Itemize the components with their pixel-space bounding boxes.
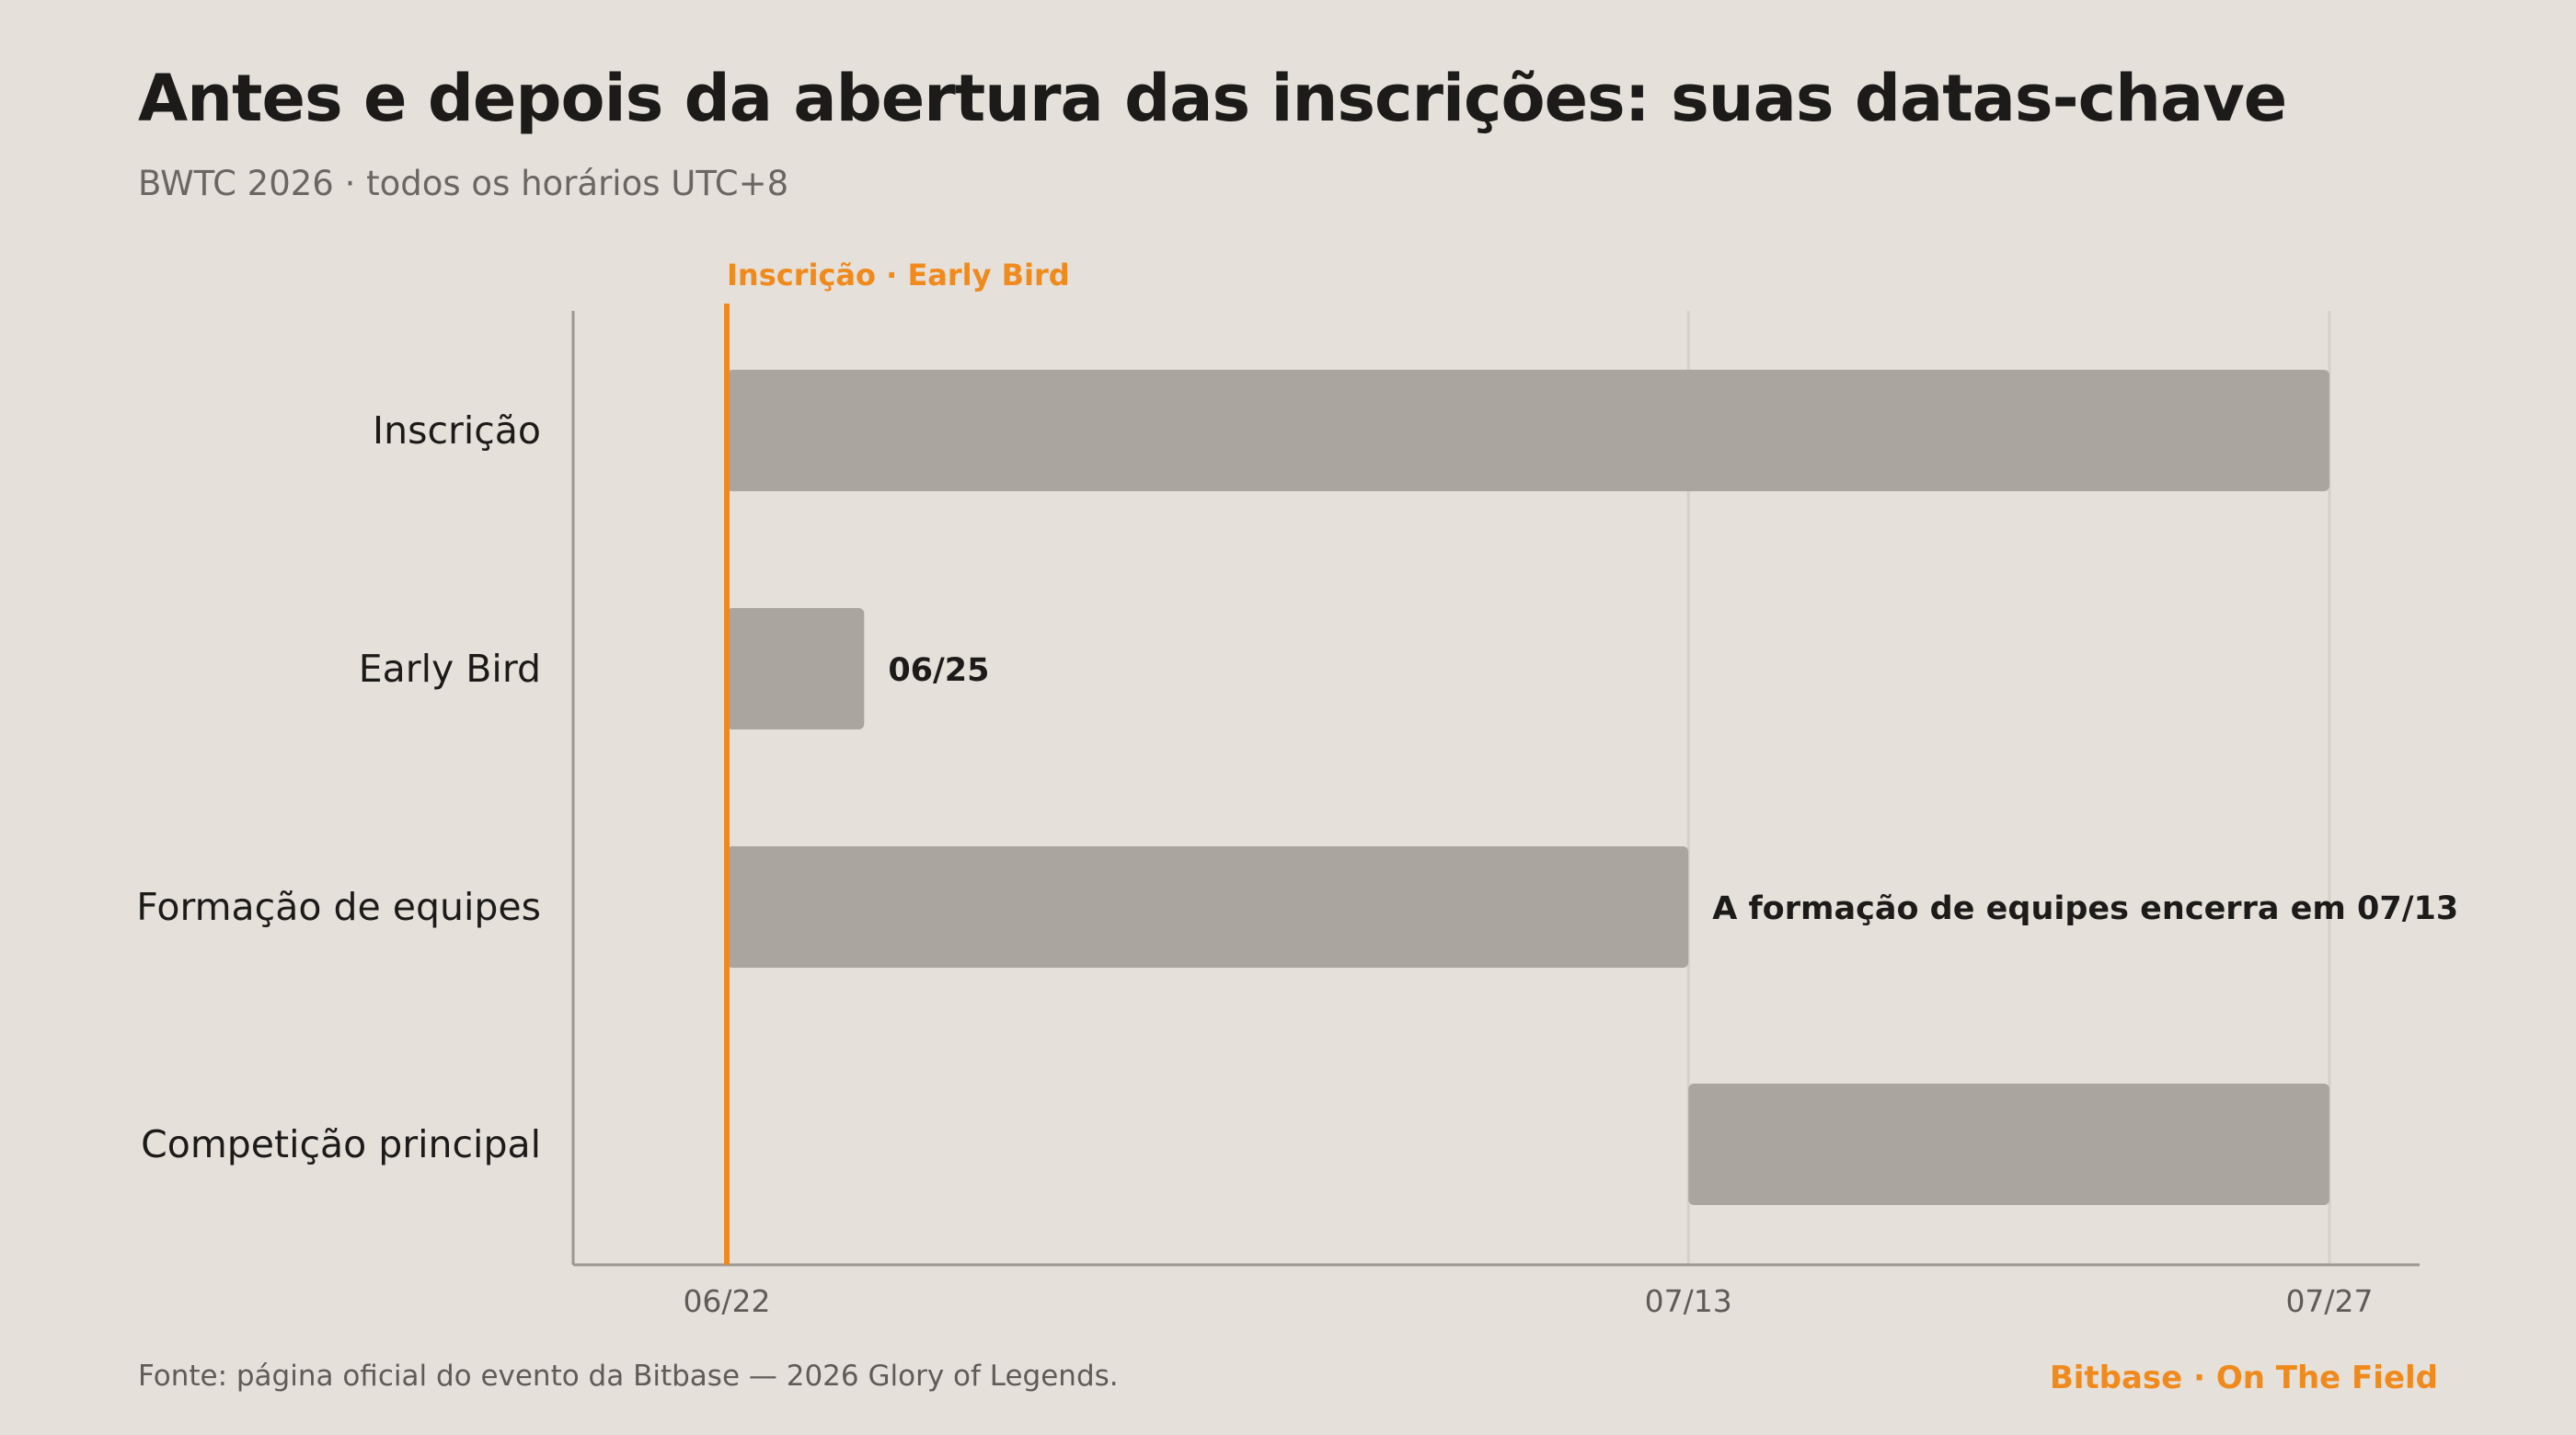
category-label: Early Bird xyxy=(359,647,541,691)
category-label: Competição principal xyxy=(141,1122,541,1166)
chart-title: Antes e depois da abertura das inscriçõe… xyxy=(138,61,2287,136)
bar-0 xyxy=(727,370,2329,491)
x-tick-label: 07/27 xyxy=(2285,1283,2373,1319)
brand-label: Bitbase · On The Field xyxy=(2049,1360,2438,1396)
x-tick-label: 07/13 xyxy=(1645,1283,1732,1319)
marker-label: Inscrição · Early Bird xyxy=(727,258,1070,293)
category-label: Formação de equipes xyxy=(136,885,541,929)
bar-2 xyxy=(727,846,1689,968)
bar-label: 06/25 xyxy=(888,652,989,689)
bar-3 xyxy=(1688,1084,2329,1205)
x-tick-label: 06/22 xyxy=(683,1283,770,1319)
source-note: Fonte: página oficial do evento da Bitba… xyxy=(138,1360,1119,1393)
chart-subtitle: BWTC 2026 · todos os horários UTC+8 xyxy=(138,164,789,203)
category-label: Inscrição xyxy=(373,408,541,453)
bar-label: A formação de equipes encerra em 07/13 xyxy=(1712,890,2458,927)
bar-1 xyxy=(727,608,865,729)
